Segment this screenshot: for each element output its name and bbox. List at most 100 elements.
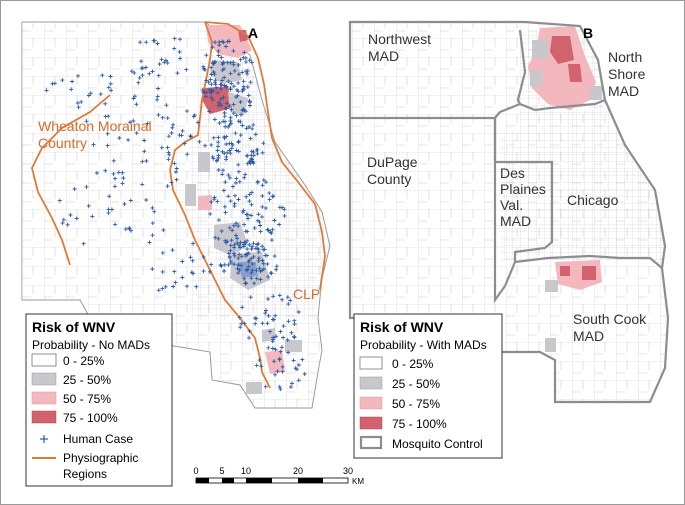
human-case-marker <box>241 55 246 60</box>
human-case-marker <box>261 141 266 146</box>
human-case-marker <box>223 180 228 185</box>
human-case-marker <box>300 357 305 362</box>
human-case-marker <box>228 243 233 248</box>
scale-tick-20: 20 <box>293 466 303 476</box>
human-case-marker <box>163 284 168 289</box>
human-case-marker <box>226 194 231 199</box>
human-case-marker <box>140 66 145 71</box>
human-case-marker <box>219 55 224 60</box>
human-case-marker <box>166 157 171 162</box>
human-case-marker <box>261 267 266 271</box>
human-case-marker <box>70 79 75 84</box>
human-case-marker <box>251 160 255 165</box>
human-case-marker <box>152 209 157 214</box>
human-case-marker <box>211 135 216 140</box>
legend-b-title: Risk of WNV <box>360 319 444 335</box>
human-case-marker <box>112 184 117 189</box>
human-case-marker <box>88 91 93 96</box>
scale-tick-0: 0 <box>193 466 198 476</box>
human-case-marker <box>131 118 136 123</box>
human-case-marker <box>239 321 244 326</box>
human-case-marker <box>155 94 160 99</box>
human-case-marker <box>236 72 241 77</box>
human-case-marker <box>100 73 105 78</box>
human-case-marker <box>270 346 275 351</box>
human-case-marker <box>191 271 195 276</box>
human-case-marker <box>269 238 274 243</box>
human-case-marker <box>160 286 165 291</box>
human-case-marker <box>86 203 91 208</box>
human-case-marker <box>201 254 206 259</box>
human-case-marker <box>222 269 226 273</box>
human-case-marker <box>228 261 233 265</box>
human-case-marker <box>273 347 278 352</box>
human-case-marker <box>229 121 233 126</box>
human-case-marker <box>216 236 221 241</box>
human-case-marker <box>196 120 200 125</box>
human-case-marker <box>291 358 296 363</box>
human-case-marker <box>244 126 249 131</box>
human-case-marker <box>230 143 235 147</box>
human-case-marker <box>160 115 165 120</box>
human-case-marker <box>223 106 228 111</box>
human-case-marker <box>157 62 162 67</box>
human-case-marker <box>260 204 265 209</box>
human-case-marker <box>113 222 118 227</box>
human-case-marker <box>172 36 177 41</box>
human-case-marker <box>166 134 171 139</box>
human-case-marker <box>150 267 155 271</box>
human-case-marker <box>236 149 241 154</box>
panel-a-map: A Wheaton Morainal Country CLP <box>21 21 331 409</box>
human-case-marker <box>296 363 301 367</box>
legend-b-swatch-75-100 <box>359 416 383 430</box>
human-case-marker <box>143 65 148 70</box>
human-case-marker <box>57 198 62 203</box>
human-case-marker <box>155 41 160 46</box>
district-label-desplaines-3: Val. <box>500 197 523 213</box>
human-case-marker <box>241 79 246 84</box>
human-case-marker <box>191 241 196 246</box>
human-case-marker <box>263 384 268 389</box>
human-case-marker <box>170 125 175 130</box>
human-case-marker <box>237 268 242 272</box>
human-case-marker <box>267 191 272 196</box>
human-case-marker <box>170 248 175 253</box>
human-case-marker <box>164 103 169 108</box>
human-case-marker <box>234 148 239 153</box>
human-case-marker <box>178 56 183 61</box>
human-case-marker <box>264 308 268 313</box>
legend-b-label-50-75: 50 - 75% <box>392 397 440 411</box>
human-case-marker <box>229 146 234 151</box>
human-case-marker <box>248 136 253 141</box>
human-case-marker <box>52 81 57 86</box>
human-case-marker <box>274 334 279 339</box>
human-case-marker <box>174 177 179 182</box>
human-case-marker <box>215 90 220 95</box>
human-case-marker <box>261 261 266 266</box>
legend-a-label-human-case: Human Case <box>63 432 133 446</box>
human-case-marker <box>209 90 214 95</box>
human-case-marker <box>260 244 265 249</box>
human-case-marker <box>231 102 236 107</box>
human-case-marker <box>270 339 275 344</box>
legend-b-label-75-100: 75 - 100% <box>392 417 447 431</box>
human-case-marker <box>216 144 220 149</box>
human-case-marker <box>241 84 246 89</box>
human-case-marker <box>242 222 247 227</box>
human-case-marker <box>220 172 225 177</box>
human-case-marker <box>282 207 287 212</box>
human-case-marker <box>165 60 170 65</box>
human-case-marker <box>222 134 227 139</box>
human-case-marker <box>142 149 147 154</box>
human-case-marker <box>243 109 248 114</box>
human-case-marker <box>274 267 279 272</box>
human-case-marker <box>223 238 228 243</box>
human-case-marker <box>180 275 185 280</box>
human-case-marker <box>288 298 293 303</box>
human-case-marker <box>206 80 211 85</box>
human-case-marker <box>204 90 209 95</box>
human-case-marker <box>144 198 149 202</box>
human-case-marker <box>190 258 195 263</box>
human-case-marker <box>188 255 193 260</box>
human-case-marker <box>247 125 252 129</box>
